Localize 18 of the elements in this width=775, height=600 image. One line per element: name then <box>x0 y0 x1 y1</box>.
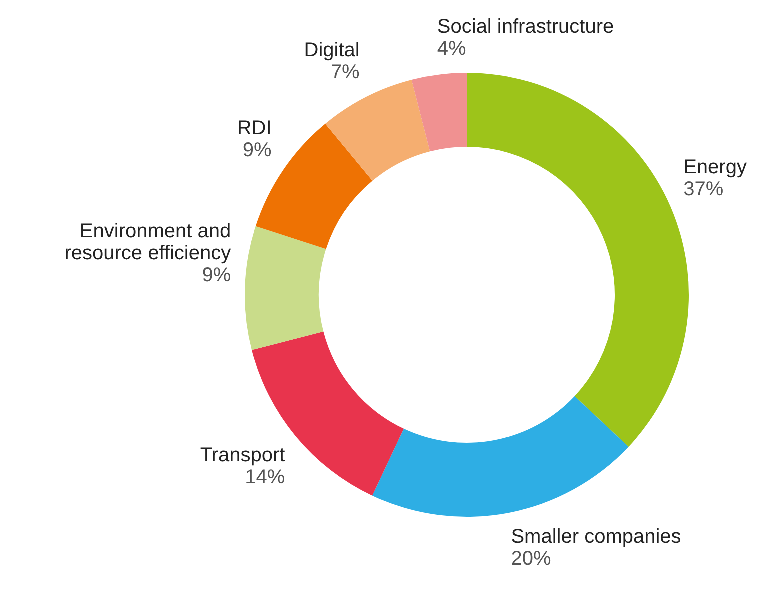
slice-label: Social infrastructure <box>437 16 614 38</box>
data-label: 9% <box>202 264 232 287</box>
donut-slice <box>372 396 629 517</box>
data-label: 37% <box>684 178 724 200</box>
data-label: 7% <box>330 62 360 84</box>
slice-label: Energy <box>684 156 747 178</box>
donut-slice <box>412 73 467 152</box>
donut-slice <box>245 226 326 350</box>
slice-label: RDI <box>237 117 272 140</box>
slice-label: Smaller companies <box>511 526 682 548</box>
slice-label: Digital <box>304 40 360 62</box>
slice-label: Transport <box>200 444 286 466</box>
data-label: 4% <box>437 38 467 60</box>
donut-slice <box>325 80 430 181</box>
data-label: 14% <box>245 466 286 488</box>
data-label: 20% <box>511 548 552 570</box>
slice-label: Environment and resource efficiency <box>64 220 232 265</box>
data-label: 9% <box>242 139 272 162</box>
